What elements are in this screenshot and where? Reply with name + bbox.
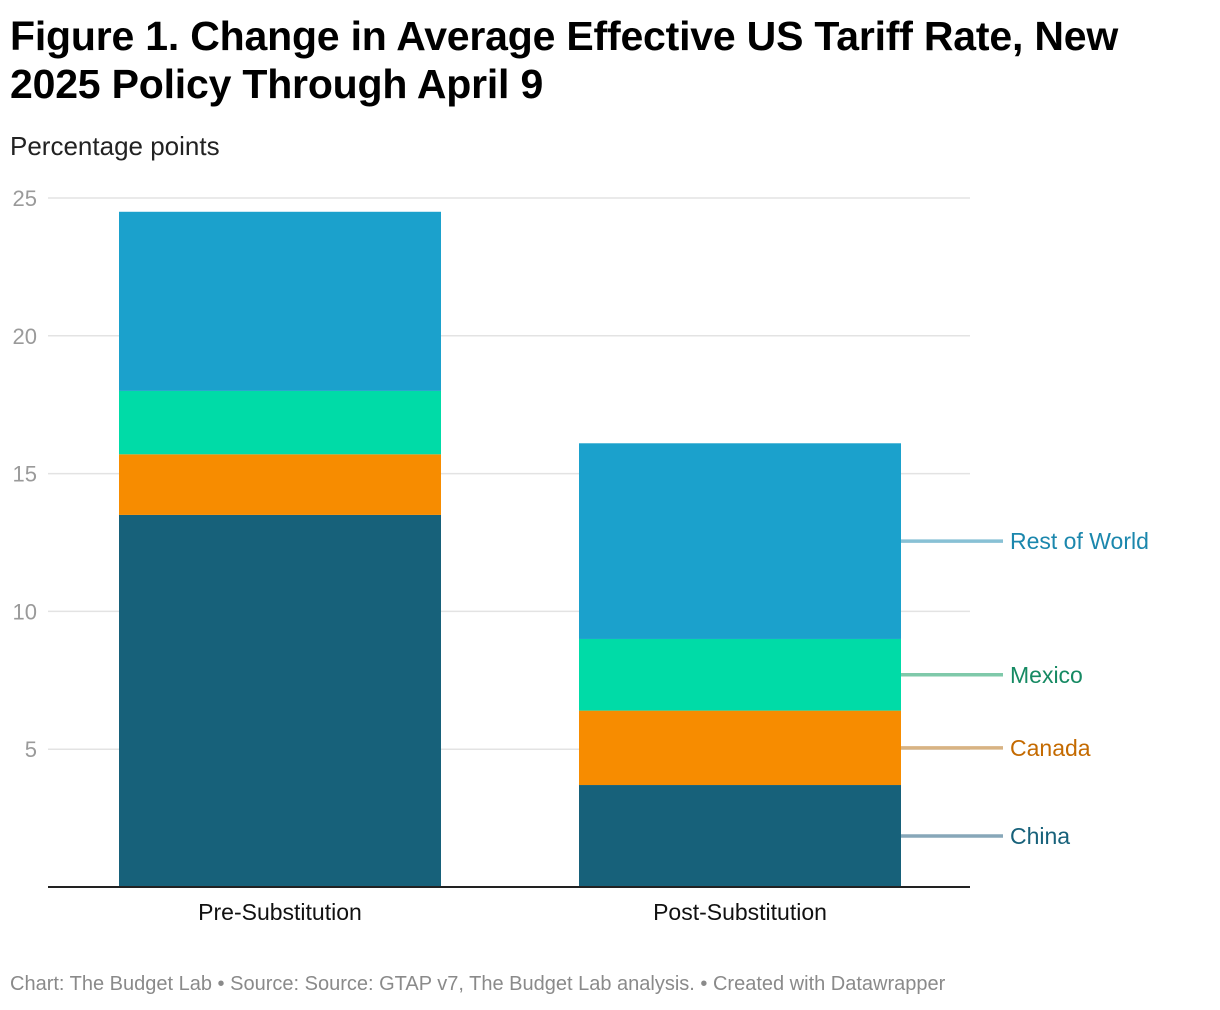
y-tick-label: 5	[25, 737, 37, 762]
bar-segment-rest-of-world	[119, 211, 441, 391]
bar-segment-mexico	[579, 638, 901, 711]
bar-segment-rest-of-world	[579, 443, 901, 639]
stacked-bar-chart: 5 10 15 20 25 Pre-Substitution Post-Substituti…	[13, 186, 1149, 925]
y-tick-label: 10	[13, 599, 37, 624]
x-category-label: Pre-Substitution	[198, 899, 362, 925]
chart-title: Figure 1. Change in Average Effective US…	[10, 13, 1119, 107]
chart-subtitle: Percentage points	[10, 131, 220, 161]
y-tick-label: 25	[13, 186, 37, 211]
bar-segment-canada	[579, 710, 901, 786]
series-label-rest-of-world: Rest of World	[1010, 528, 1149, 554]
y-tick-label: 15	[13, 462, 37, 487]
series-label-canada: Canada	[1010, 735, 1091, 761]
footer-chart-credit: Chart: The Budget Lab	[10, 973, 212, 995]
footer-separator: •	[212, 973, 231, 995]
chart-footer: Chart: The Budget Lab • Source: Source: …	[10, 971, 945, 997]
footer-separator: •	[694, 973, 713, 995]
x-category-label: Post-Substitution	[653, 899, 827, 925]
series-label-china: China	[1010, 823, 1070, 849]
series-label-mexico: Mexico	[1010, 662, 1083, 688]
bar-segment-china	[579, 785, 901, 887]
bar-segment-mexico	[119, 390, 441, 455]
footer-created-with: Created with Datawrapper	[712, 973, 946, 995]
bar-segment-canada	[119, 454, 441, 515]
y-tick-label: 20	[13, 324, 37, 349]
bar-segment-china	[119, 514, 441, 887]
footer-source: Source: Source: GTAP v7, The Budget Lab …	[230, 973, 695, 995]
